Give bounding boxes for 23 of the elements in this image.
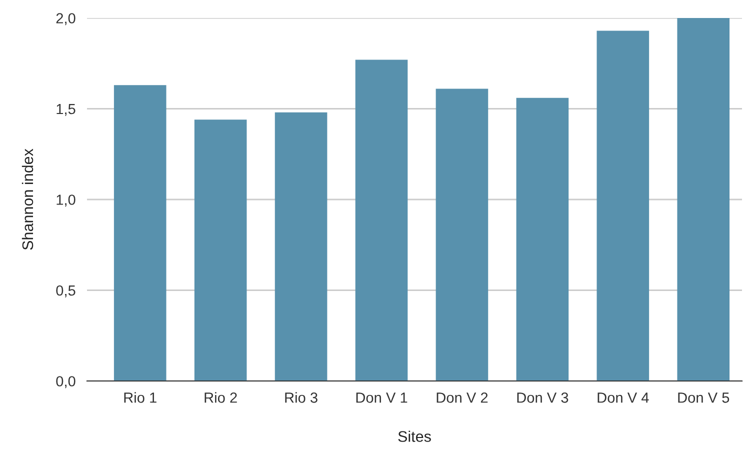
x-tick-label: Rio 2: [204, 392, 237, 403]
x-tick-label: Don V 2: [436, 392, 488, 403]
y-tick-label: 1,0: [56, 194, 76, 207]
bar: [516, 98, 569, 381]
bar: [677, 18, 730, 381]
x-tick-label: Don V 5: [678, 392, 730, 403]
bar: [355, 60, 408, 381]
bar: [596, 30, 650, 381]
y-tick-label: 2,0: [56, 13, 76, 26]
y-axis-title: Shannon index: [22, 148, 34, 250]
bar: [114, 85, 166, 381]
y-tick-label: 0,0: [56, 376, 76, 388]
x-tick-label: Rio 3: [285, 392, 318, 403]
y-tick-label: 0,5: [56, 285, 76, 298]
x-tick-label: Don V 1: [356, 392, 408, 403]
y-tick-label: 1,5: [56, 104, 76, 116]
x-tick-label: Don V 4: [598, 392, 649, 403]
x-tick-label: Don V 3: [517, 392, 568, 403]
bar: [274, 112, 328, 381]
bar: [436, 88, 488, 381]
x-axis-title: Sites: [398, 430, 431, 442]
x-tick-label: Rio 1: [124, 392, 156, 403]
bar: [194, 120, 247, 381]
